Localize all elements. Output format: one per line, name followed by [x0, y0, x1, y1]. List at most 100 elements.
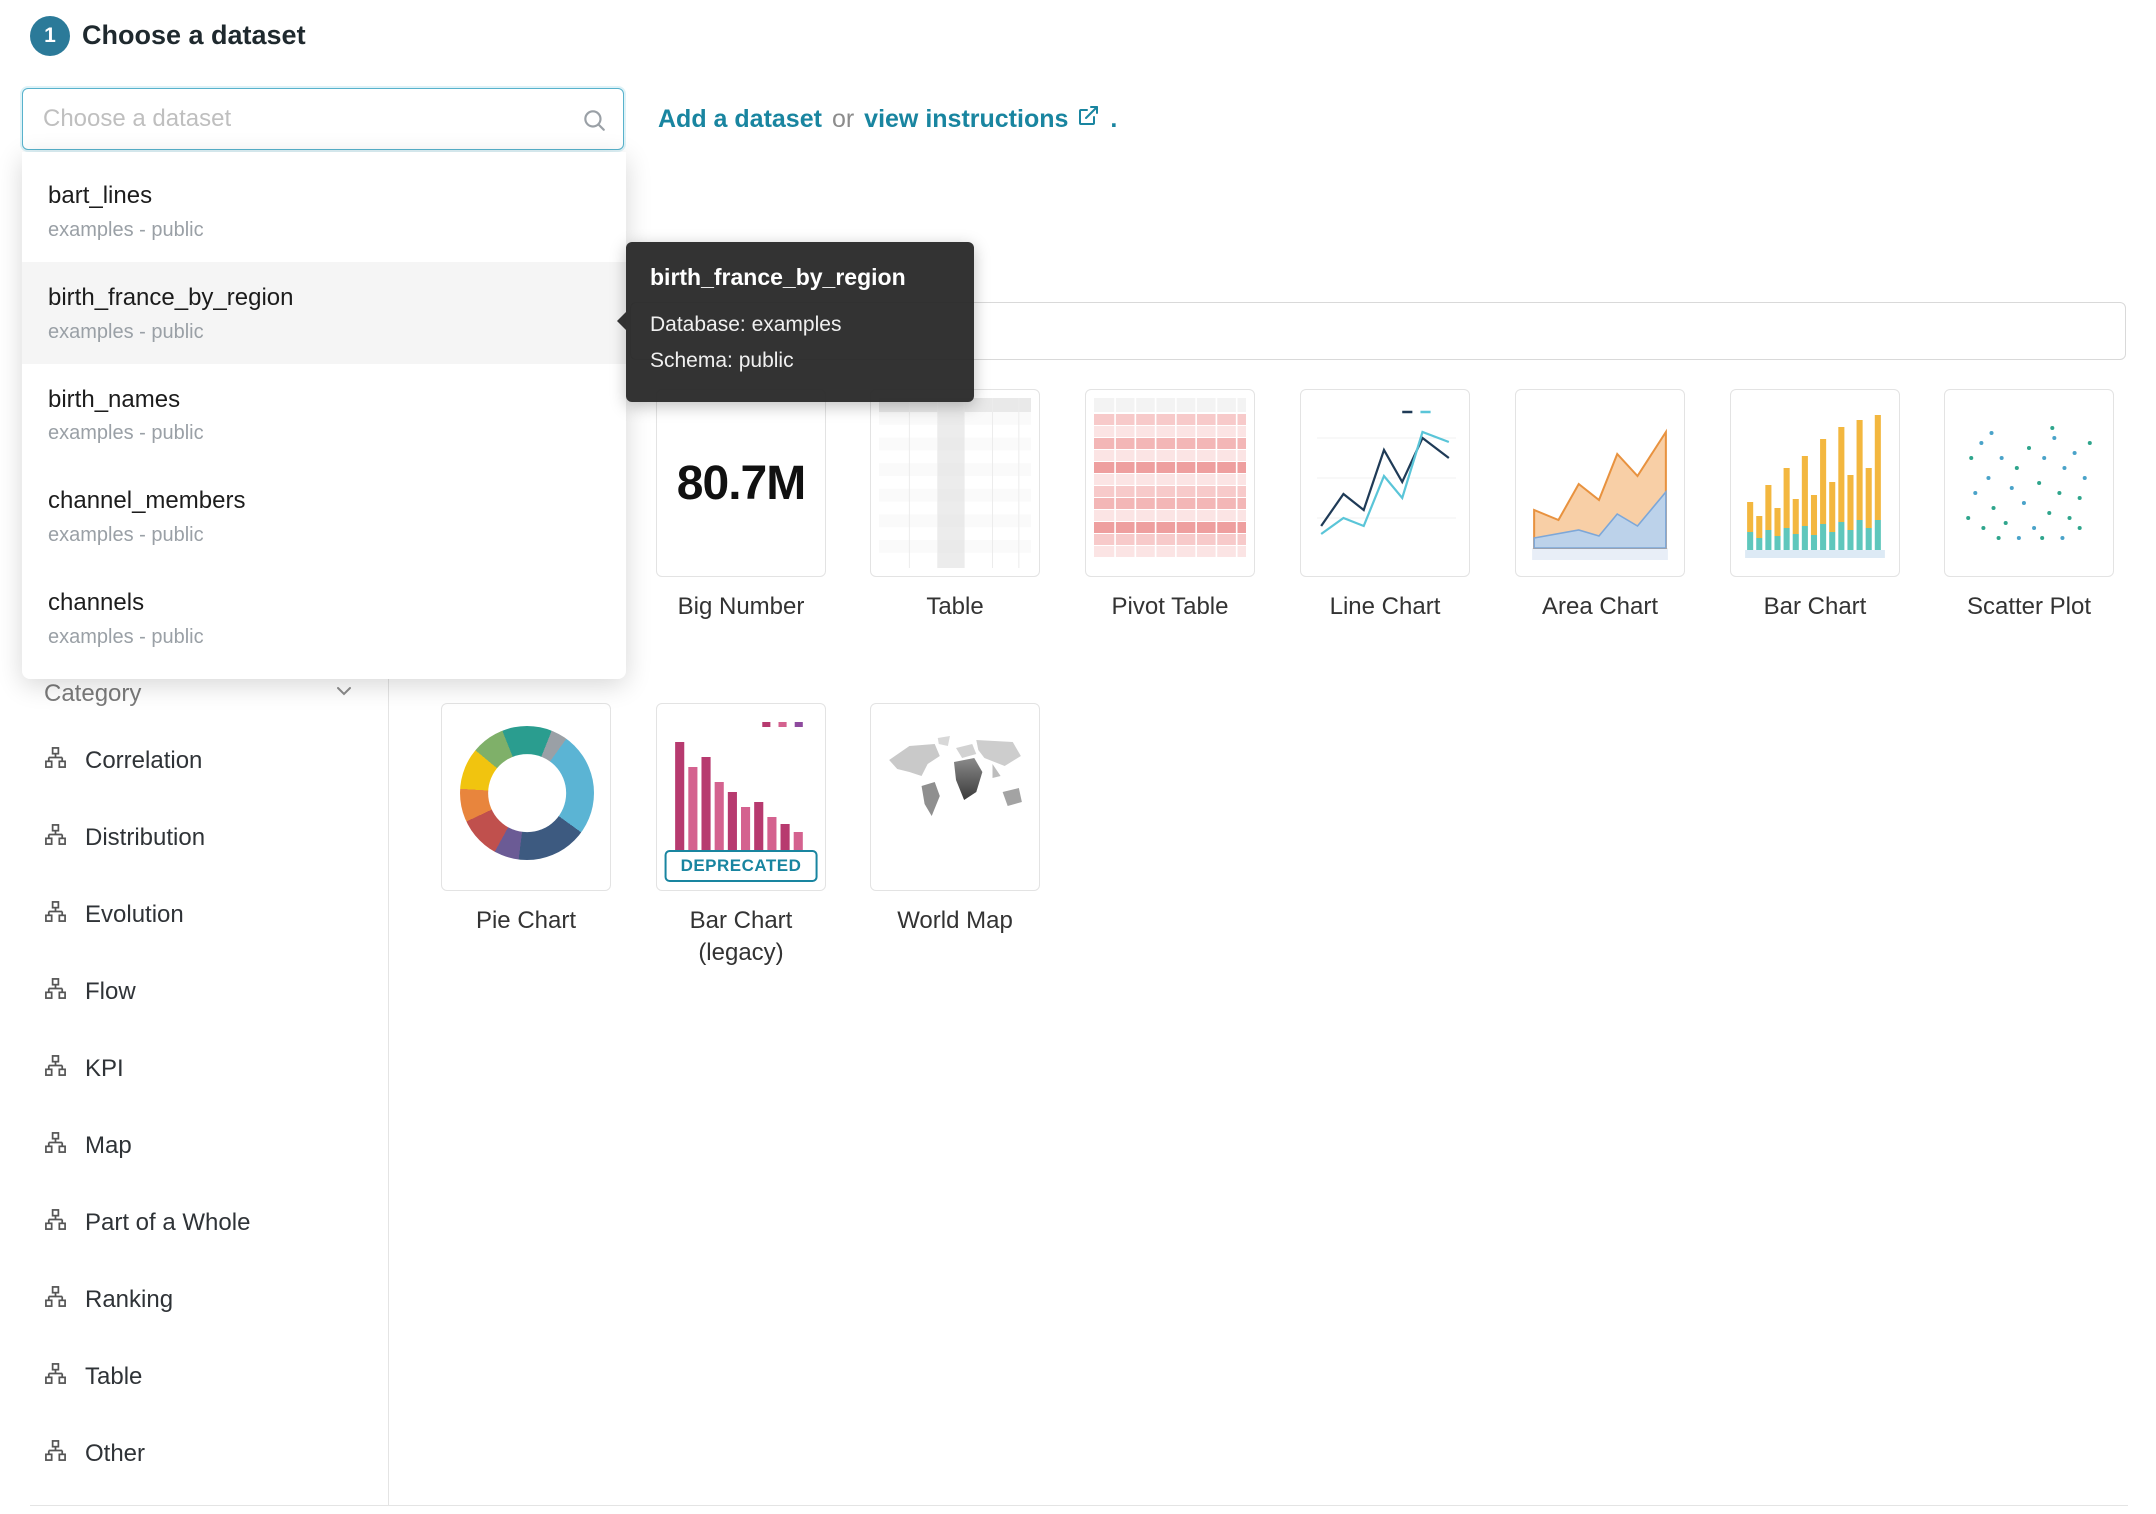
- dataset-option-subtitle: examples - public: [48, 422, 204, 445]
- category-icon: [44, 1131, 67, 1161]
- dataset-option-channel-members[interactable]: channel_members examples - public: [22, 465, 626, 567]
- chart-type-label: Line Chart: [1329, 593, 1441, 620]
- tooltip-title: birth_france_by_region: [650, 264, 906, 290]
- category-header-label: Category: [44, 680, 142, 707]
- sidebar-item-label: Correlation: [85, 746, 203, 774]
- dataset-tooltip: birth_france_by_region Database: example…: [617, 242, 974, 403]
- big-number-value: 80.7M: [676, 456, 806, 510]
- add-dataset-link[interactable]: Add a dataset: [658, 104, 822, 133]
- view-instructions-label: view instructions: [864, 104, 1069, 133]
- sidebar-item-ranking[interactable]: Ranking: [30, 1261, 370, 1338]
- chart-type-label: Big Number: [677, 593, 805, 620]
- dataset-option-bart-lines[interactable]: bart_lines examples - public: [22, 160, 626, 262]
- category-icon: [44, 900, 67, 930]
- pivot-table-thumbnail: [1094, 398, 1246, 568]
- tooltip-schema: Schema: public: [650, 348, 794, 372]
- chart-type-big-number[interactable]: 80.7M Big Number: [656, 389, 826, 623]
- sidebar-item-label: Part of a Whole: [85, 1208, 251, 1236]
- dataset-option-birth-france-by-region[interactable]: birth_france_by_region examples - public: [22, 261, 626, 364]
- chart-type-thumbnail[interactable]: [441, 703, 611, 891]
- chart-type-label: Bar Chart: [1763, 593, 1867, 620]
- deprecated-badge: DEPRECATED: [664, 850, 818, 882]
- sidebar-item-label: Table: [85, 1362, 143, 1390]
- category-sidebar: Category Correlation Distribution Evolut…: [30, 666, 370, 1492]
- chart-type-area-chart[interactable]: Area Chart: [1515, 389, 1685, 623]
- area-chart-thumbnail: [1524, 398, 1676, 568]
- chart-type-thumbnail[interactable]: [1730, 389, 1900, 577]
- chart-type-pivot-table[interactable]: Pivot Table: [1085, 389, 1255, 623]
- sidebar-item-label: KPI: [85, 1054, 124, 1082]
- sidebar-item-label: Map: [85, 1131, 132, 1159]
- category-icon: [44, 1054, 67, 1084]
- step-number-badge: 1: [30, 16, 70, 56]
- sidebar-divider: [388, 470, 389, 1506]
- step-title: Choose a dataset: [82, 20, 306, 50]
- dataset-option-birth-names[interactable]: birth_names examples - public: [22, 364, 626, 466]
- sidebar-item-label: Ranking: [85, 1285, 174, 1313]
- chart-type-thumbnail[interactable]: [1515, 389, 1685, 577]
- category-icon: [44, 1362, 67, 1392]
- dataset-dropdown: bart_lines examples - public birth_franc…: [22, 152, 626, 679]
- chart-type-bar-chart-legacy[interactable]: DEPRECATED Bar Chart (legacy): [656, 703, 826, 970]
- dataset-option-name: birth_france_by_region: [48, 283, 294, 311]
- chart-type-label: World Map: [897, 907, 1013, 934]
- chart-type-thumbnail[interactable]: DEPRECATED: [656, 703, 826, 891]
- sidebar-item-label: Other: [85, 1439, 146, 1467]
- chart-type-bar-chart[interactable]: Bar Chart: [1730, 389, 1900, 623]
- sidebar-item-kpi[interactable]: KPI: [30, 1030, 370, 1107]
- chart-type-line-chart[interactable]: Line Chart: [1300, 389, 1470, 623]
- category-section-header[interactable]: Category: [30, 666, 370, 722]
- category-icon: [44, 1439, 67, 1469]
- panel-bottom-border: [30, 1505, 2128, 1506]
- chart-type-world-map[interactable]: World Map: [870, 703, 1040, 937]
- dataset-option-subtitle: examples - public: [48, 524, 204, 547]
- sidebar-item-part-of-a-whole[interactable]: Part of a Whole: [30, 1184, 370, 1261]
- pie-chart-thumbnail: [460, 726, 594, 860]
- sidebar-item-evolution[interactable]: Evolution: [30, 876, 370, 953]
- dataset-option-name: channels: [48, 589, 145, 617]
- sidebar-item-flow[interactable]: Flow: [30, 953, 370, 1030]
- chart-type-label: Scatter Plot: [1966, 593, 2092, 620]
- search-icon: [581, 107, 607, 138]
- dataset-select[interactable]: [22, 88, 624, 150]
- category-icon: [44, 746, 67, 776]
- dataset-option-channels[interactable]: channels examples - public: [22, 567, 626, 669]
- chart-type-scatter-plot[interactable]: Scatter Plot: [1944, 389, 2114, 623]
- line-chart-thumbnail: [1309, 398, 1461, 568]
- sidebar-item-correlation[interactable]: Correlation: [30, 722, 370, 799]
- view-instructions-link[interactable]: view instructions: [864, 104, 1100, 135]
- table-thumbnail: [879, 398, 1031, 568]
- chart-type-thumbnail[interactable]: [1944, 389, 2114, 577]
- dataset-option-name: birth_names: [48, 385, 181, 413]
- sidebar-item-distribution[interactable]: Distribution: [30, 799, 370, 876]
- period-text: .: [1110, 104, 1118, 133]
- world-map-thumbnail: [879, 712, 1031, 882]
- tooltip-database: Database: examples: [650, 313, 842, 336]
- scatter-plot-thumbnail: [1953, 398, 2105, 568]
- dataset-select-input[interactable]: [23, 89, 623, 149]
- chart-type-table[interactable]: Table: [870, 389, 1040, 623]
- chart-type-thumbnail[interactable]: 80.7M: [656, 389, 826, 577]
- chart-type-thumbnail[interactable]: [870, 703, 1040, 891]
- chart-type-thumbnail[interactable]: [1300, 389, 1470, 577]
- category-icon: [44, 977, 67, 1007]
- sidebar-item-label: Distribution: [85, 823, 206, 851]
- sidebar-item-table[interactable]: Table: [30, 1338, 370, 1415]
- category-icon: [44, 823, 67, 853]
- dataset-option-subtitle: examples - public: [48, 625, 204, 648]
- external-link-icon: [1076, 104, 1100, 135]
- dataset-option-subtitle: examples - public: [48, 218, 204, 241]
- sidebar-item-label: Evolution: [85, 900, 184, 928]
- sidebar-item-map[interactable]: Map: [30, 1107, 370, 1184]
- dataset-option-name: bart_lines: [48, 182, 153, 209]
- chevron-down-icon: [332, 679, 356, 710]
- chart-type-thumbnail[interactable]: [870, 389, 1040, 577]
- sidebar-item-label: Flow: [85, 977, 136, 1005]
- dataset-option-name: channel_members: [48, 487, 246, 515]
- or-text: or: [831, 104, 855, 133]
- chart-type-pie-chart[interactable]: Pie Chart: [441, 703, 611, 937]
- chart-type-thumbnail[interactable]: [1085, 389, 1255, 577]
- bar-chart-thumbnail: [1739, 398, 1891, 568]
- sidebar-item-other[interactable]: Other: [30, 1415, 370, 1492]
